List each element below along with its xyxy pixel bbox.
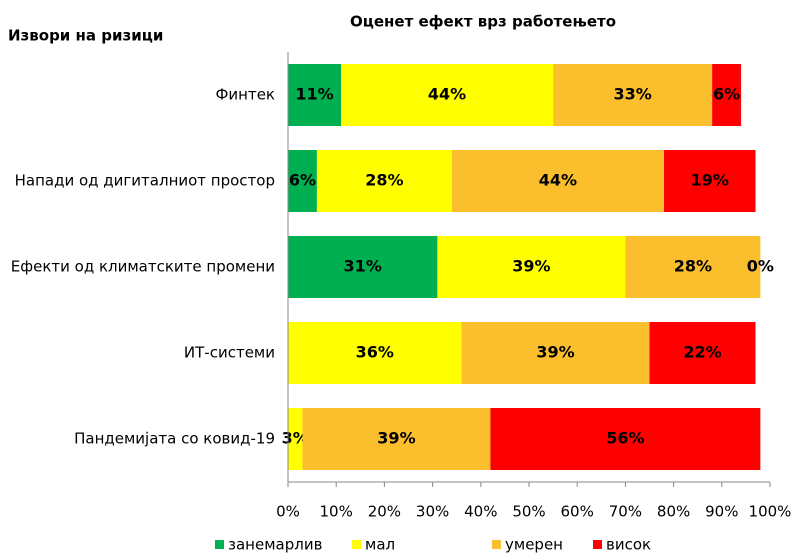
x-tick-label: 20% xyxy=(368,503,401,521)
value-label: 33% xyxy=(613,85,651,104)
category-label: ИТ-системи xyxy=(184,344,275,362)
value-label: 39% xyxy=(536,343,574,362)
category-label: Напади од дигиталниот простор xyxy=(15,172,275,190)
bar-segment xyxy=(288,322,462,384)
bar-segment xyxy=(490,408,761,470)
legend-label: занемарлив xyxy=(228,536,322,554)
value-label: 44% xyxy=(428,85,466,104)
value-label: 19% xyxy=(691,171,729,190)
legend-label: висок xyxy=(606,536,651,554)
chart-title: Оценет ефект врз работењето xyxy=(350,13,616,31)
bar-segment xyxy=(663,150,756,212)
category-label: Ефекти од климатските промени xyxy=(11,258,275,276)
bar-segment xyxy=(288,408,303,470)
legend-label: умерен xyxy=(505,536,563,554)
category-label: Пандемијата со ковид-19 xyxy=(74,430,275,448)
category-label: Финтек xyxy=(216,86,276,104)
legend-swatch xyxy=(352,540,361,549)
value-label: 0% xyxy=(747,257,774,276)
value-label: 11% xyxy=(295,85,333,104)
value-label: 28% xyxy=(674,257,712,276)
bar-segment xyxy=(341,64,554,126)
chart-subtitle: Извори на ризици xyxy=(8,27,163,45)
value-label: 39% xyxy=(512,257,550,276)
x-tick-label: 50% xyxy=(512,503,545,521)
bar-segment xyxy=(553,64,713,126)
x-tick-label: 80% xyxy=(657,503,690,521)
x-tick-label: 40% xyxy=(464,503,497,521)
x-tick-label: 10% xyxy=(320,503,353,521)
value-label: 56% xyxy=(606,429,644,448)
bar-segment xyxy=(461,322,650,384)
value-label: 28% xyxy=(365,171,403,190)
bar-segment xyxy=(288,150,317,212)
x-tick-label: 70% xyxy=(609,503,642,521)
value-label: 39% xyxy=(377,429,415,448)
value-label: 44% xyxy=(539,171,577,190)
x-tick-label: 90% xyxy=(705,503,738,521)
x-tick-label: 0% xyxy=(276,503,300,521)
bar-segment xyxy=(437,236,626,298)
bar-segment xyxy=(288,236,438,298)
legend-swatch xyxy=(593,540,602,549)
value-label: 6% xyxy=(289,171,316,190)
bar-segment xyxy=(302,408,491,470)
bar-segment xyxy=(625,236,761,298)
legend-swatch xyxy=(215,540,224,549)
value-label: 31% xyxy=(344,257,382,276)
value-label: 6% xyxy=(713,85,740,104)
bar-segment xyxy=(649,322,756,384)
legend-swatch xyxy=(492,540,501,549)
x-tick-label: 100% xyxy=(749,503,792,521)
value-label: 36% xyxy=(356,343,394,362)
bar-segment xyxy=(712,64,742,126)
bar-segment xyxy=(316,150,452,212)
legend-label: мал xyxy=(365,536,395,554)
bar-segment xyxy=(451,150,664,212)
bar-segment xyxy=(288,64,342,126)
x-tick-label: 30% xyxy=(416,503,449,521)
value-label: 22% xyxy=(683,343,721,362)
x-tick-label: 60% xyxy=(561,503,594,521)
